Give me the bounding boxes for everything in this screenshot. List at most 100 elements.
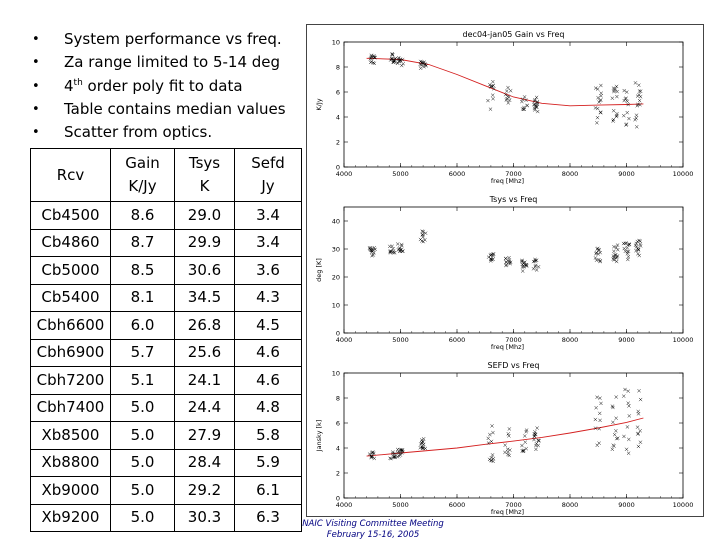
data-cluster [418,59,428,71]
data-point [637,83,641,87]
x-tick-label: 8000 [562,501,579,509]
data-point [534,95,539,100]
data-point [593,256,598,260]
data-point [597,441,601,445]
data-cluster [503,427,512,458]
y-tick-label: 10 [332,370,340,378]
value-cell: 29.2 [174,476,235,505]
data-point [507,434,511,438]
data-point [423,446,428,451]
receiver-cell: Cb4860 [30,228,111,257]
y-tick-label: 2 [336,139,340,147]
data-point [521,107,526,112]
x-tick-label: 6000 [449,501,466,509]
data-point [638,244,643,248]
value-cell: 25.6 [174,338,235,367]
value-cell: 5.8 [234,421,302,450]
data-point [400,249,404,254]
data-point [626,451,631,456]
column-header-line: K [199,177,210,195]
data-point [521,448,526,453]
data-point [615,436,620,440]
receiver-cell: Cbh6900 [30,338,111,367]
y-tick-label: 8 [336,395,340,403]
data-point [593,417,598,422]
data-cluster [520,258,529,273]
data-point [614,84,619,89]
data-point [520,269,525,273]
data-cluster [395,242,405,254]
data-point [599,401,603,406]
data-cluster [593,246,603,264]
data-point [491,430,495,435]
y-tick-label: 0 [336,164,340,172]
data-point [420,445,424,449]
receiver-cell: Cbh7400 [30,393,111,422]
value-cell: 8.1 [110,283,175,312]
data-point [520,99,524,104]
data-point [536,443,541,448]
data-point [505,447,510,451]
data-point [522,95,527,99]
data-point [367,452,372,456]
data-point [491,83,496,88]
value-cell: 30.3 [174,503,235,532]
fit-line [366,417,644,457]
footer: NAIC Visiting Committee Meeting February… [298,519,448,541]
data-point [626,102,630,107]
data-cluster [633,81,643,129]
data-point [507,259,511,264]
data-point [504,260,508,264]
performance-table: Rcv Gain K/Jy Tsys K Sefd Jy Cb4500 8.6 29.0 3.4 C… [30,148,302,532]
data-cluster [621,88,631,127]
table-header-row: Rcv Gain K/Jy Tsys K Sefd Jy [30,148,302,202]
data-point [626,249,631,254]
table-row: Xb8500 5.0 27.9 5.8 [30,421,302,450]
data-point [369,59,374,64]
data-point [372,451,376,456]
data-point [372,251,376,255]
data-point [613,253,618,257]
data-point [391,246,395,251]
receiver-cell: Cbh7200 [30,366,111,395]
data-point [489,458,494,463]
column-header: Sefd Jy [234,148,302,202]
value-cell: 4.6 [234,366,302,395]
data-point [611,108,616,113]
data-point [597,411,602,416]
value-cell: 8.7 [110,228,175,257]
bullet-text: System performance vs freq. [64,30,282,48]
receiver-cell: Cb5400 [30,283,111,312]
data-point [503,450,507,455]
data-point [534,258,539,263]
data-point [535,100,540,105]
data-point [624,122,629,126]
column-header-line: Sefd [251,154,285,172]
data-point [422,64,426,69]
x-tick-label: 4000 [336,501,353,509]
data-point [635,239,640,244]
bullet-text: Table contains median values [64,99,286,118]
plot-title: dec04-jan05 Gain vs Freq [463,30,565,39]
data-point [397,55,401,60]
data-point [594,258,599,263]
data-point [533,103,538,108]
data-cluster [520,428,529,454]
data-point [524,98,528,102]
data-point [625,251,630,256]
data-point [421,232,425,237]
data-cluster [395,447,405,459]
data-point [532,432,537,436]
data-point [490,453,495,457]
data-point [421,442,426,447]
bullet-dot: • [32,32,40,47]
data-point [612,432,617,437]
data-point [637,389,641,393]
value-cell: 24.1 [174,366,235,395]
bullet-item: • Za range limited to 5-14 deg [24,51,314,74]
data-point [637,89,642,93]
value-cell: 8.5 [110,256,175,285]
bullet-item: • Table contains median values [24,98,314,121]
data-point [597,257,601,262]
data-cluster [520,95,529,112]
